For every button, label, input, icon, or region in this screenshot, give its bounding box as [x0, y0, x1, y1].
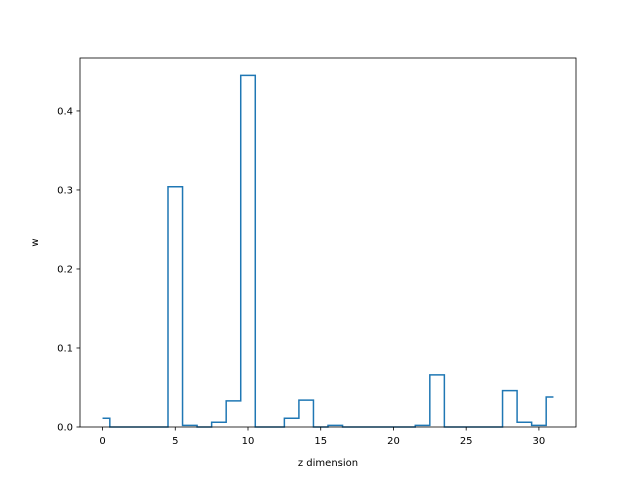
y-axis-ticks: 0.0 0.1 0.2 0.3 0.4: [57, 106, 80, 434]
x-axis-ticks: 0 5 10 15 20 25 30: [99, 427, 545, 447]
x-tick-label: 20: [387, 436, 400, 447]
x-tick-label: 30: [533, 436, 546, 447]
x-tick-label: 10: [242, 436, 255, 447]
y-axis-label: w: [30, 238, 41, 246]
x-tick-label: 0: [99, 436, 105, 447]
y-tick-label: 0.4: [57, 106, 73, 117]
y-tick-label: 0.0: [57, 423, 73, 434]
axes-frame: [79, 57, 577, 428]
y-tick-label: 0.1: [57, 343, 73, 354]
x-tick-label: 25: [460, 436, 473, 447]
y-tick-label: 0.2: [57, 264, 73, 275]
x-axis-label: z dimension: [298, 458, 358, 469]
x-tick-label: 5: [172, 436, 178, 447]
y-tick-label: 0.3: [57, 185, 73, 196]
x-tick-label: 15: [314, 436, 327, 447]
